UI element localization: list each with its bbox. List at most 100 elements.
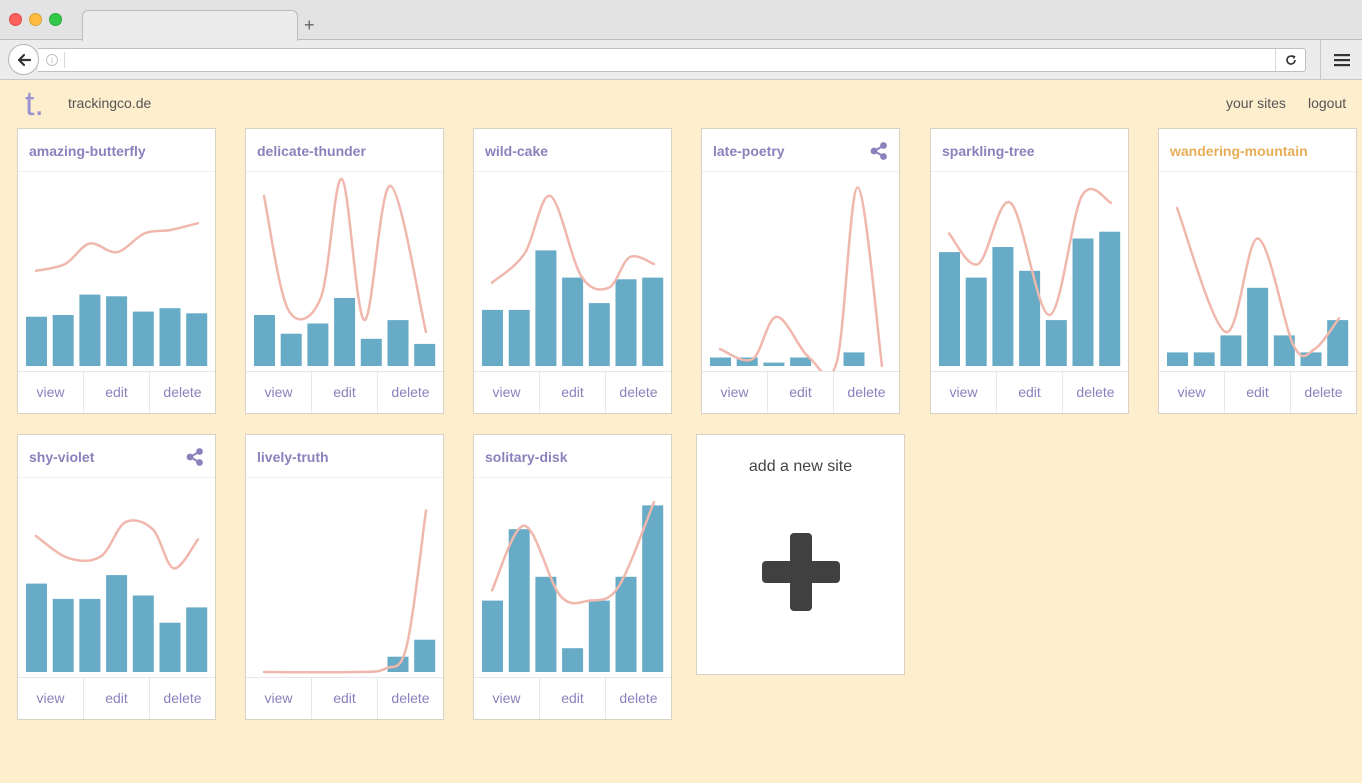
new-tab-button[interactable]: + xyxy=(304,15,315,35)
chart-bar xyxy=(615,279,637,366)
site-title[interactable]: shy-violet xyxy=(29,449,95,465)
delete-button[interactable]: delete xyxy=(391,690,430,706)
add-site-card[interactable]: add a new site xyxy=(696,434,905,675)
share-icon[interactable] xyxy=(869,141,889,161)
view-button[interactable]: view xyxy=(1159,372,1225,413)
edit-button[interactable]: edit xyxy=(312,372,378,413)
chart-bar xyxy=(1300,352,1322,366)
card-divider xyxy=(474,477,671,478)
chart-bar xyxy=(535,576,557,672)
info-icon[interactable]: i xyxy=(46,54,58,66)
browser-menu-button[interactable] xyxy=(1320,40,1362,80)
site-card: solitary-disk view edit delete xyxy=(473,434,672,720)
card-divider xyxy=(246,171,443,172)
delete-button[interactable]: delete xyxy=(1076,384,1115,400)
delete-button[interactable]: delete xyxy=(619,690,658,706)
view-button[interactable]: view xyxy=(18,678,84,719)
chart-bar xyxy=(535,250,557,366)
chart-bar xyxy=(965,277,987,366)
chart-line xyxy=(262,509,428,674)
site-title[interactable]: amazing-butterfly xyxy=(29,143,146,159)
logout-link[interactable]: logout xyxy=(1308,95,1347,111)
view-button[interactable]: view xyxy=(474,372,540,413)
site-title[interactable]: late-poetry xyxy=(713,143,785,159)
chart-bar xyxy=(387,320,409,366)
edit-button[interactable]: edit xyxy=(1225,372,1291,413)
add-site-label: add a new site xyxy=(748,458,853,475)
view-button[interactable]: view xyxy=(702,372,768,413)
chart-bar xyxy=(1099,231,1121,366)
app-logo[interactable]: t. xyxy=(25,85,44,123)
chart-line xyxy=(34,519,200,570)
site-title[interactable]: solitary-disk xyxy=(485,449,568,465)
view-button[interactable]: view xyxy=(474,678,540,719)
chart-bar xyxy=(79,294,101,366)
chart-bar xyxy=(1072,238,1094,366)
chart-bar xyxy=(736,357,758,366)
delete-button[interactable]: delete xyxy=(1304,384,1343,400)
chart-bar xyxy=(132,311,154,366)
site-title[interactable]: delicate-thunder xyxy=(257,143,366,159)
back-button[interactable] xyxy=(8,44,39,75)
card-actions: view edit delete xyxy=(18,371,215,413)
site-title[interactable]: wandering-mountain xyxy=(1170,143,1308,159)
site-title[interactable]: wild-cake xyxy=(485,143,549,159)
traffic-chart xyxy=(254,177,436,366)
chart-bar xyxy=(1273,335,1295,366)
edit-button[interactable]: edit xyxy=(768,372,834,413)
edit-button[interactable]: edit xyxy=(312,678,378,719)
delete-button[interactable]: delete xyxy=(391,384,430,400)
edit-button[interactable]: edit xyxy=(540,678,606,719)
view-button[interactable]: view xyxy=(18,372,84,413)
minimize-window-button[interactable] xyxy=(29,13,42,26)
traffic-chart xyxy=(939,187,1121,366)
chart-line xyxy=(34,221,200,273)
traffic-chart xyxy=(482,500,664,672)
hamburger-icon xyxy=(1333,54,1350,67)
delete-button[interactable]: delete xyxy=(163,690,202,706)
chart-bar xyxy=(186,313,208,366)
card-divider xyxy=(1159,171,1356,172)
chart-bar xyxy=(26,583,47,672)
edit-button[interactable]: edit xyxy=(540,372,606,413)
reload-button[interactable] xyxy=(1275,49,1305,71)
chart-bar xyxy=(159,308,181,366)
card-actions: view edit delete xyxy=(1159,371,1356,413)
chart-bar xyxy=(843,352,865,366)
view-button[interactable]: view xyxy=(931,372,997,413)
chart-bar xyxy=(790,357,812,366)
delete-button[interactable]: delete xyxy=(163,384,202,400)
close-window-button[interactable] xyxy=(9,13,22,26)
site-name[interactable]: trackingco.de xyxy=(68,95,152,111)
site-title[interactable]: lively-truth xyxy=(257,449,329,465)
edit-button[interactable]: edit xyxy=(84,678,150,719)
chart-bar xyxy=(254,315,275,366)
chart-bar xyxy=(508,309,530,366)
edit-button[interactable]: edit xyxy=(997,372,1063,413)
chart-bar xyxy=(307,323,329,366)
card-actions: view edit delete xyxy=(474,371,671,413)
delete-button[interactable]: delete xyxy=(847,384,886,400)
chart-line xyxy=(490,194,656,291)
share-icon[interactable] xyxy=(185,447,205,467)
chart-bar xyxy=(414,639,436,672)
site-card: lively-truth view edit delete xyxy=(245,434,444,720)
your-sites-link[interactable]: your sites xyxy=(1226,95,1286,111)
chart-bar xyxy=(106,575,128,672)
edit-button[interactable]: edit xyxy=(84,372,150,413)
chart-bar xyxy=(992,247,1014,366)
view-button[interactable]: view xyxy=(246,372,312,413)
address-bar[interactable]: i xyxy=(38,48,1306,72)
chart-bar xyxy=(52,315,74,366)
maximize-window-button[interactable] xyxy=(49,13,62,26)
card-divider xyxy=(474,171,671,172)
browser-tab[interactable] xyxy=(82,10,298,41)
chart-bar xyxy=(1045,320,1067,366)
card-divider xyxy=(18,477,215,478)
site-title[interactable]: sparkling-tree xyxy=(942,143,1035,159)
chart-bar xyxy=(482,600,503,672)
chart-bar xyxy=(26,316,47,366)
chart-bar xyxy=(334,298,356,366)
view-button[interactable]: view xyxy=(246,678,312,719)
delete-button[interactable]: delete xyxy=(619,384,658,400)
